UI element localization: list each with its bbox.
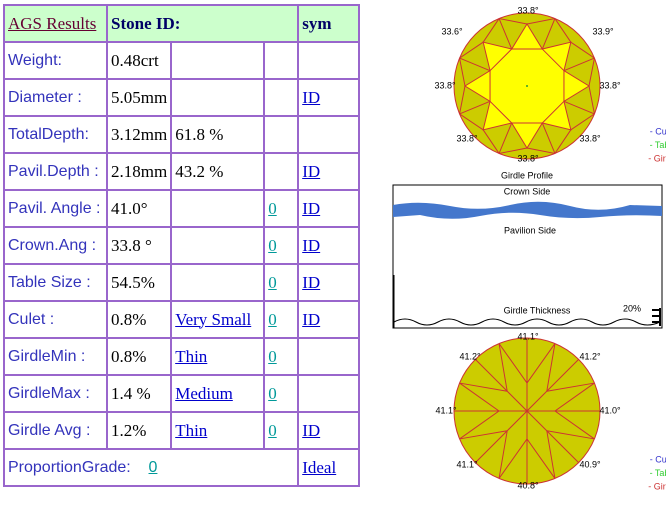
value: 54.5% [105,263,173,302]
angle-label: 33.8° [456,133,478,143]
link[interactable]: 0 [268,309,277,329]
value: 0.48crt [105,41,173,80]
value: 0.8% [105,337,173,376]
link[interactable]: Thin [175,346,208,366]
value: 43.2 % [170,152,266,191]
angle-label: 41.2° [459,351,481,361]
row: Pavil.Depth :2.18mm 43.2 % ID [3,152,361,191]
header-text: sym [302,13,332,33]
label: GirdleMin : [3,337,108,376]
value: 5.05mm [105,78,173,117]
angle-label: 33.6° [441,26,463,36]
value: 41.0° [105,189,173,228]
label: TotalDepth: [3,115,108,154]
legend-entry: - Culet [650,126,666,136]
label: GirdleMax : [3,374,108,413]
value: 0.8% [105,300,173,339]
angle-label: 41.1° [456,459,478,469]
angle-label: 41.0° [599,405,621,415]
angle-label: 40.9° [579,459,601,469]
row: Diameter :5.05mm ID [3,78,361,117]
header-row: AGS Results Stone ID: sym [3,4,361,43]
link[interactable]: ID [302,198,321,218]
angle-label: 40.8° [517,480,539,490]
link[interactable]: ID [302,272,321,292]
link[interactable]: 0 [148,458,158,476]
label: Diameter : [3,78,108,117]
row: GirdleMin :0.8% Thin 0 [3,337,361,376]
profile-label: Crown Side [504,186,551,196]
row: Culet :0.8% Very Small 0 ID [3,300,361,339]
angle-label: 41.1° [435,405,457,415]
label: Table Size : [3,263,108,302]
value: 1.2% [105,411,173,450]
value: 33.8 ° [105,226,173,265]
link[interactable]: ID [302,309,321,329]
link[interactable]: ID [302,235,321,255]
link[interactable]: AGS Results [8,13,97,33]
angle-label: 33.8° [517,153,539,163]
link[interactable]: ID [302,161,321,181]
row: Crown.Ang :33.8 ° 0 ID [3,226,361,265]
link[interactable]: 0 [268,198,277,218]
row: GirdleMax :1.4 % Medium 0 [3,374,361,413]
legend-entry: - Girdle [648,153,666,163]
link[interactable]: Ideal [302,457,337,477]
results-table: AGS Results Stone ID: sym Weight: 0.48crt… [2,4,361,487]
row: ProportionGrade: 0 Ideal [2,448,361,487]
thickness-marker [652,308,661,326]
girdle-band [393,201,662,219]
link[interactable]: 0 [268,235,277,255]
angle-label: 33.8° [434,80,456,90]
angle-label: 33.8° [517,5,539,15]
legend-entry: - Table [650,468,666,478]
link[interactable]: ID [302,420,321,440]
value: 3.12mm [105,115,173,154]
link[interactable]: 0 [268,383,277,403]
pavilion-facets [454,338,600,484]
angle-label: 41.1° [517,331,539,341]
legend-entry: - Girdle [648,481,666,491]
label: Pavil.Depth : [3,152,108,191]
link[interactable]: 0 [268,420,277,440]
label: Crown.Ang : [3,226,108,265]
value: 1.4 % [105,374,173,413]
angle-label: 33.8° [579,133,601,143]
label: Girdle Avg : [3,411,108,450]
link[interactable]: Thin [175,420,208,440]
link[interactable]: ID [302,87,321,107]
legend-entry: - Culet [650,454,666,464]
row: Girdle Avg :1.2% Thin 0 ID [3,411,361,450]
row: Pavil. Angle :41.0° 0 ID [3,189,361,228]
link[interactable]: Very Small [175,309,252,329]
label: Culet : [3,300,108,339]
culet-dot [526,85,528,87]
value: 2.18mm [105,152,173,191]
row: Weight: 0.48crt [3,41,361,80]
crown-facets [459,18,595,154]
profile-label: 20% [623,303,641,313]
label: Pavil. Angle : [3,189,108,228]
angle-label: 33.9° [592,26,614,36]
girdle-line [393,318,661,326]
caption: Girdle Profile [501,170,553,180]
header-text: Stone ID: [111,13,181,33]
angle-label: 33.8° [599,80,621,90]
row: TotalDepth: 3.12mm 61.8 % [3,115,361,154]
profile-label: Pavilion Side [504,225,556,235]
row: Table Size :54.5% 0 ID [3,263,361,302]
link[interactable]: 0 [268,346,277,366]
angle-label: 41.2° [579,351,601,361]
label: ProportionGrade: [8,458,131,476]
label: Weight: [3,41,108,80]
value: 61.8 % [170,115,266,154]
link[interactable]: 0 [268,272,277,292]
legend-entry: - Table [650,140,666,150]
profile-label: Girdle Thickness [504,305,571,315]
link[interactable]: Medium [175,383,233,403]
